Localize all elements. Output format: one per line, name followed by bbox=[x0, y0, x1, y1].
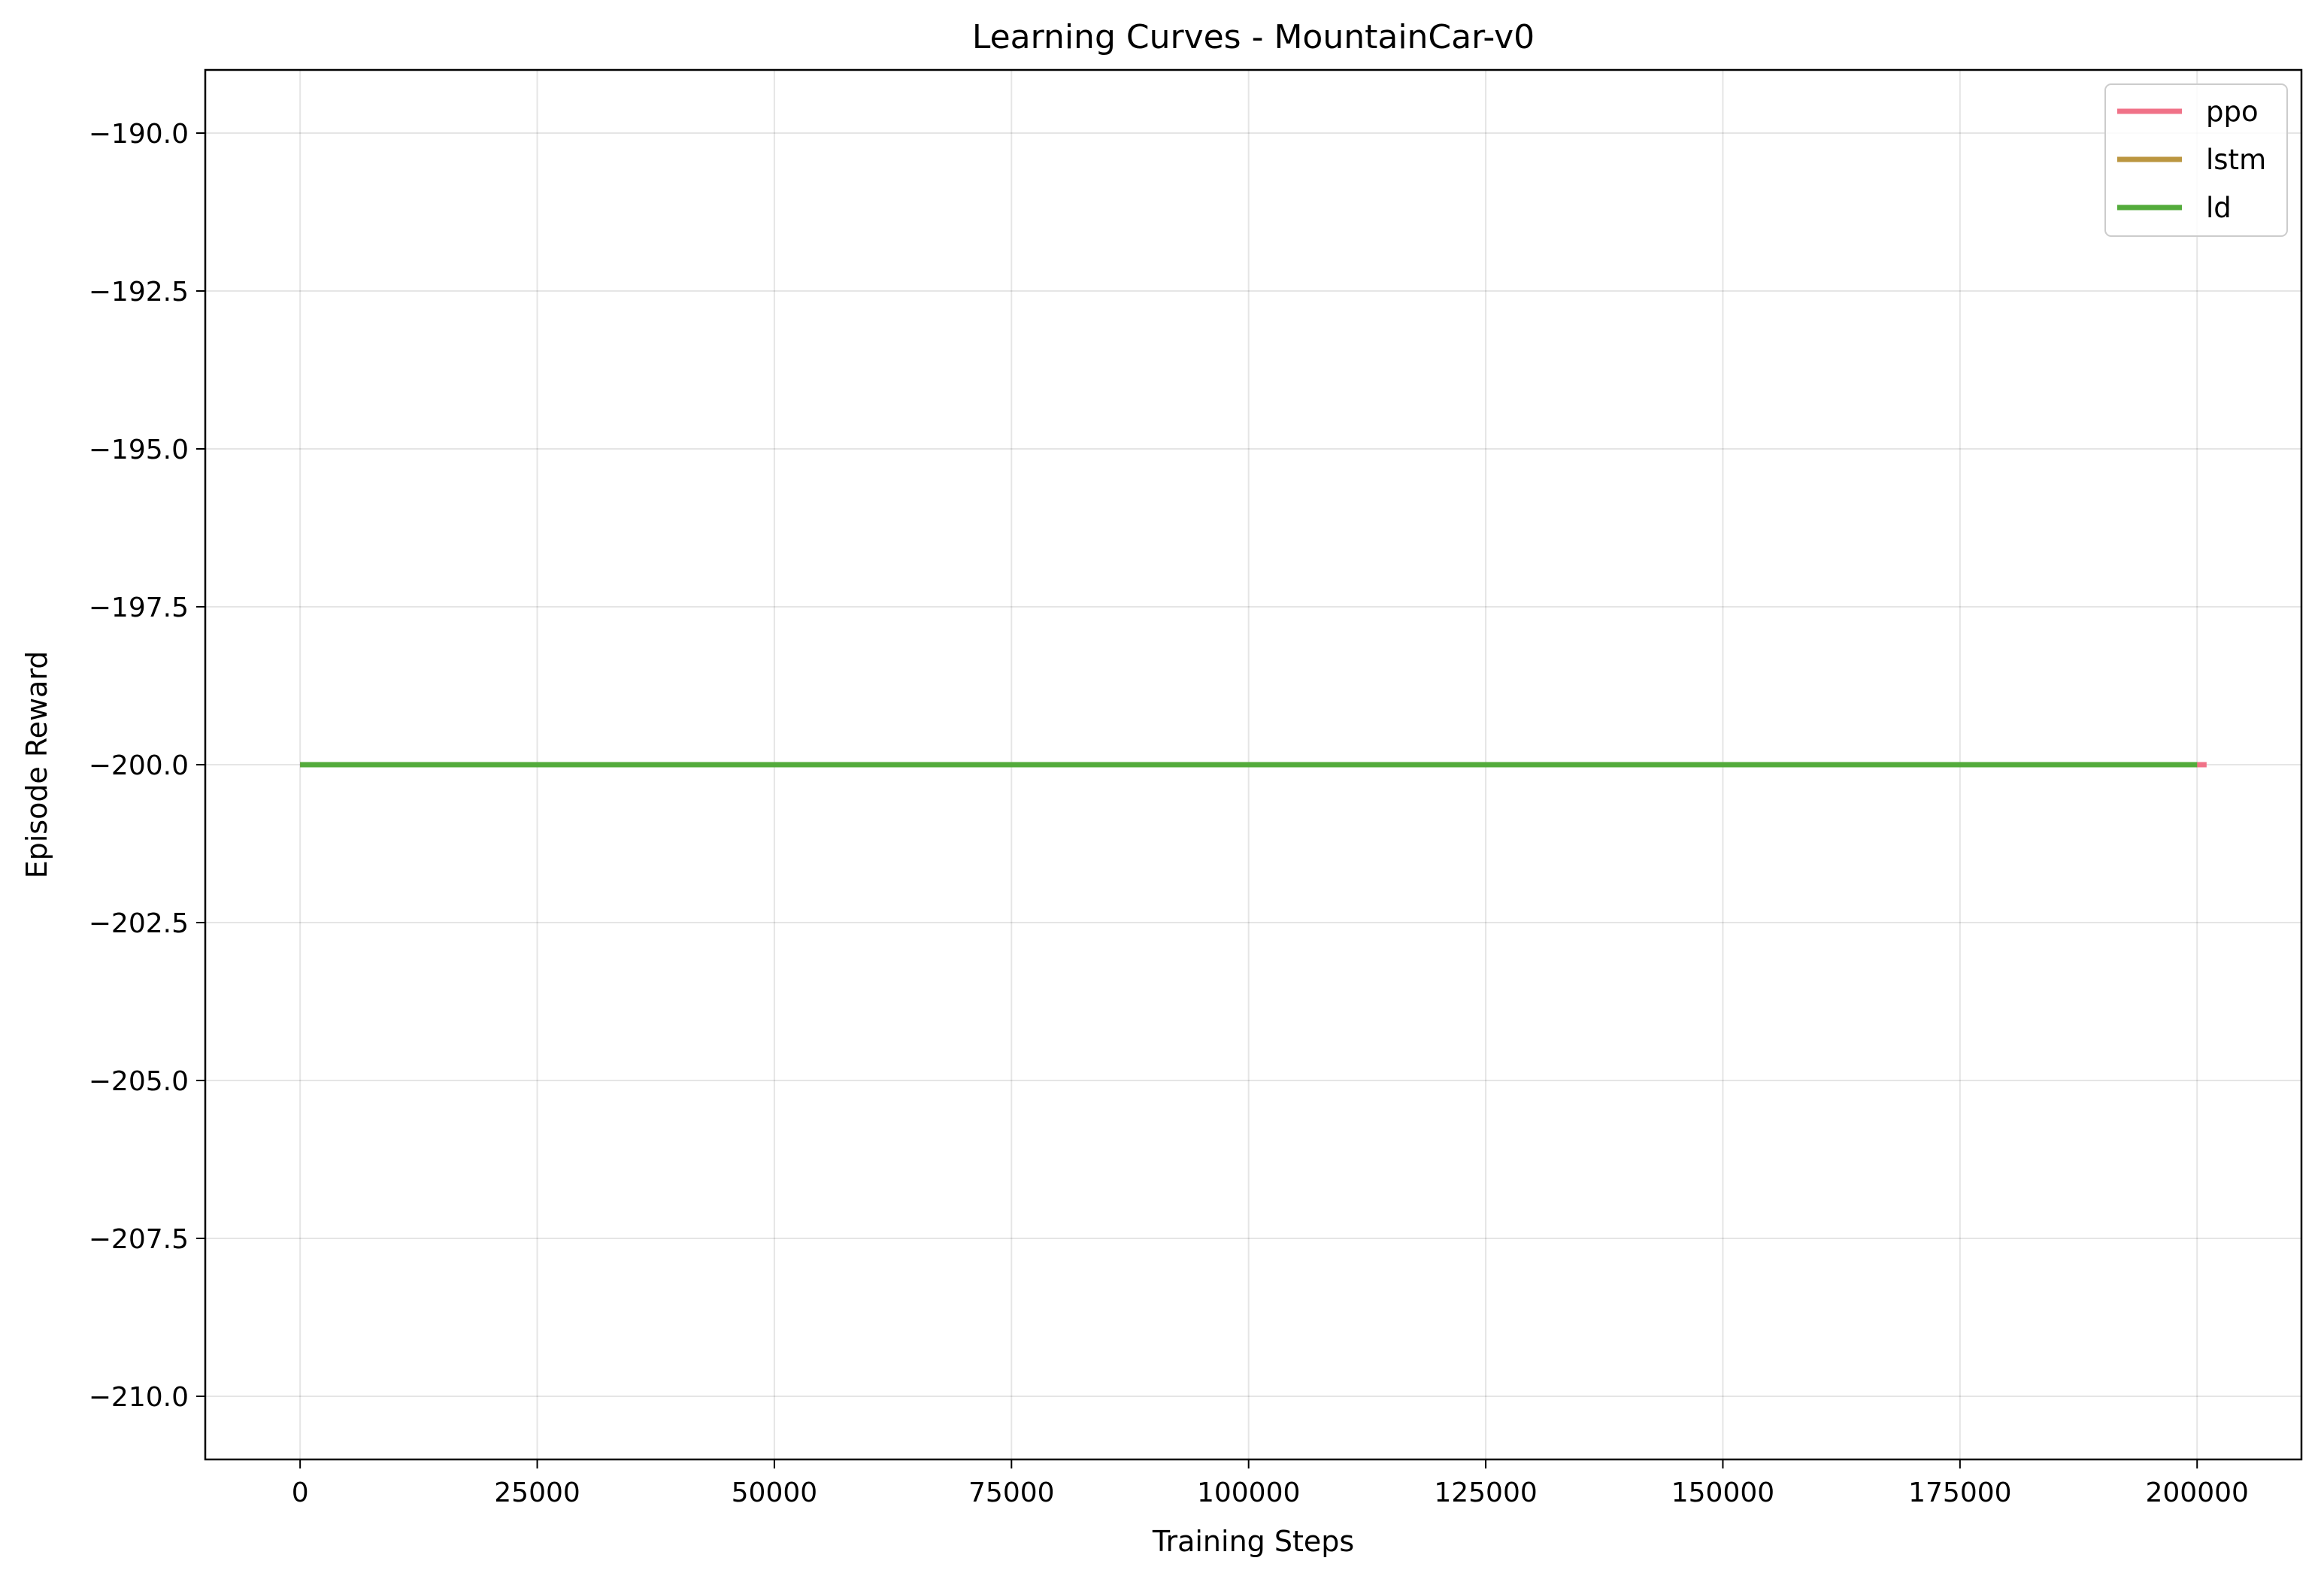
legend-label-ld: ld bbox=[2206, 192, 2232, 224]
y-tick-label: −200.0 bbox=[89, 750, 189, 781]
y-tick-label: −210.0 bbox=[89, 1382, 189, 1413]
legend-label-ppo: ppo bbox=[2206, 95, 2259, 128]
x-tick-label: 50000 bbox=[732, 1477, 818, 1508]
legend-box bbox=[2104, 83, 2288, 237]
y-tick-label: −190.0 bbox=[89, 119, 189, 150]
x-tick-label: 175000 bbox=[1908, 1477, 2011, 1508]
y-axis-label: Episode Reward bbox=[20, 651, 53, 879]
legend: ppo lstm ld bbox=[2104, 83, 2288, 237]
legend-label-lstm: lstm bbox=[2206, 144, 2266, 176]
x-axis-label: Training Steps bbox=[1152, 1525, 1354, 1558]
y-tick-label: −207.5 bbox=[89, 1224, 189, 1255]
x-tick-label: 25000 bbox=[494, 1477, 580, 1508]
x-tick-label: 75000 bbox=[968, 1477, 1055, 1508]
y-axis-ticks: −190.0 −192.5 −195.0 −197.5 −200.0 −202.5 −205… bbox=[89, 119, 205, 1413]
x-axis-ticks: 0 25000 50000 75000 100000 125000 150000 175000… bbox=[292, 1459, 2249, 1508]
x-tick-label: 0 bbox=[292, 1477, 309, 1508]
x-tick-label: 125000 bbox=[1434, 1477, 1537, 1508]
y-tick-label: −195.0 bbox=[89, 435, 189, 465]
x-tick-label: 100000 bbox=[1197, 1477, 1300, 1508]
x-tick-label: 200000 bbox=[2146, 1477, 2249, 1508]
y-tick-label: −205.0 bbox=[89, 1066, 189, 1097]
y-tick-label: −202.5 bbox=[89, 908, 189, 939]
chart-title: Learning Curves - MountainCar-v0 bbox=[972, 18, 1535, 56]
y-tick-label: −197.5 bbox=[89, 593, 189, 623]
y-tick-label: −192.5 bbox=[89, 277, 189, 308]
x-tick-label: 150000 bbox=[1671, 1477, 1774, 1508]
